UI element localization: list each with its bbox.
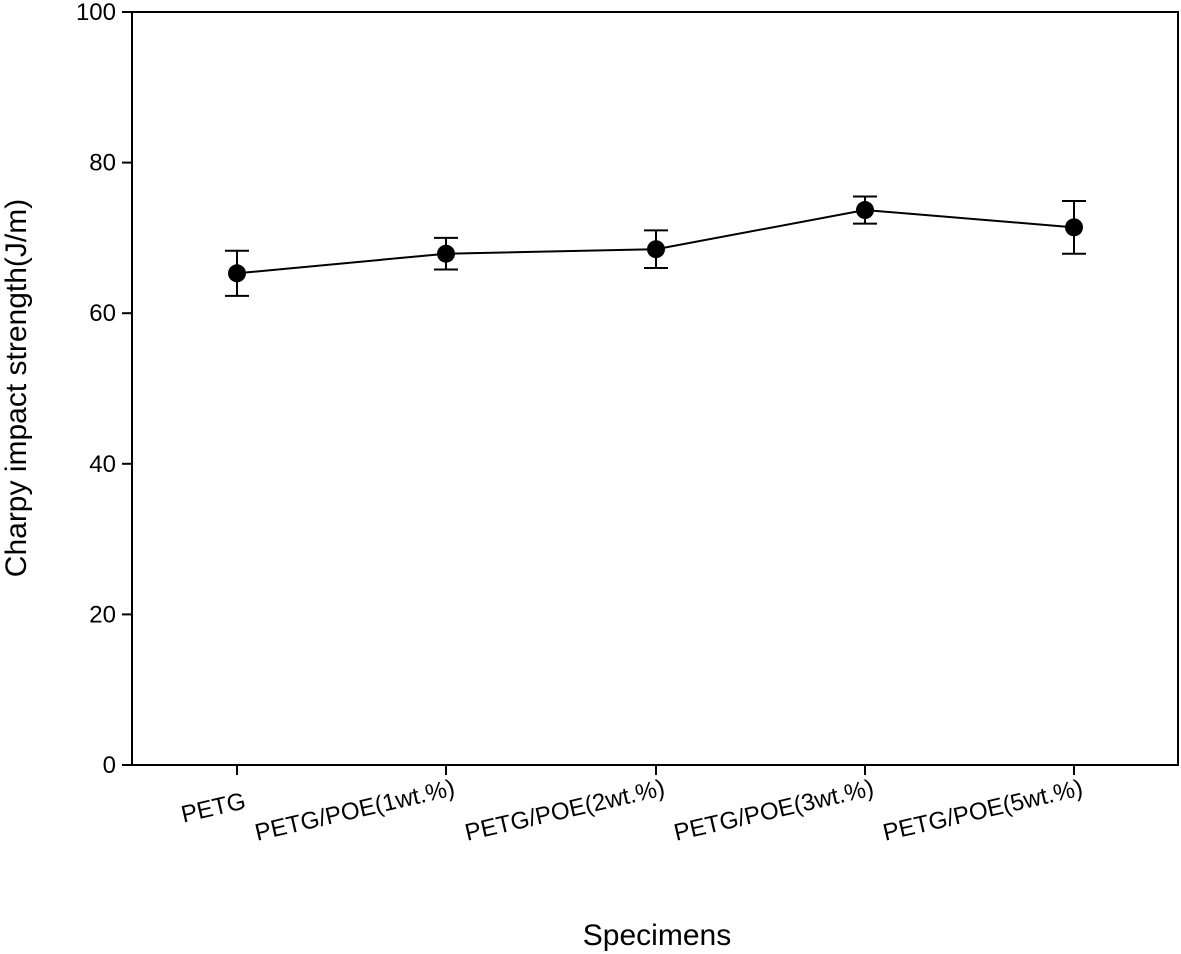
y-tick-label: 60 xyxy=(89,300,116,327)
data-point xyxy=(647,240,665,259)
plot-frame xyxy=(131,11,1179,766)
y-tick-label: 100 xyxy=(76,0,116,26)
data-point xyxy=(856,201,874,220)
plot-area xyxy=(131,11,1179,766)
x-tick-label: PETG/POE(5wt.%) xyxy=(880,775,1085,847)
y-axis: 0 20 40 60 80 100 xyxy=(76,0,132,779)
x-tick-label: PETG xyxy=(179,788,249,829)
y-tick-label: 80 xyxy=(89,150,116,177)
x-tick-label: PETG/POE(1wt.%) xyxy=(252,775,457,847)
data-point xyxy=(437,244,455,263)
data-point xyxy=(1065,218,1083,237)
x-axis-title: Specimens xyxy=(583,919,731,952)
data-series xyxy=(225,195,1086,297)
x-tick-label: PETG/POE(2wt.%) xyxy=(462,775,667,847)
x-tick-label: PETG/POE(3wt.%) xyxy=(671,775,876,847)
y-tick-label: 0 xyxy=(103,752,116,779)
x-axis: PETG PETG/POE(1wt.%) PETG/POE(2wt.%) PETG/P… xyxy=(179,765,1085,847)
y-axis-title: Charpy impact strength(J/m) xyxy=(0,199,33,577)
data-point xyxy=(228,264,246,283)
y-tick-label: 40 xyxy=(89,451,116,478)
y-tick-label: 20 xyxy=(89,601,116,628)
